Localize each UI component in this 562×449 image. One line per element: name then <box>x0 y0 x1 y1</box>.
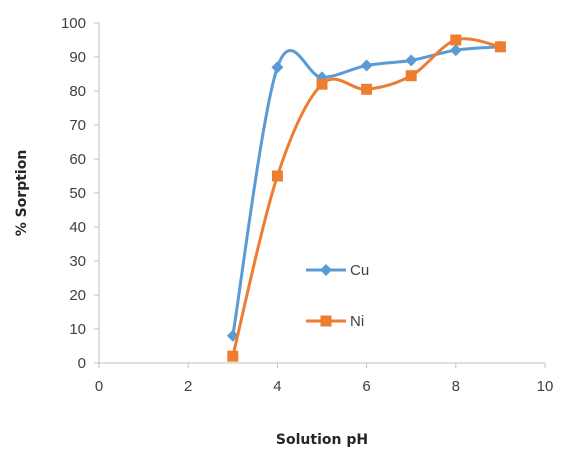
y-tick-label: 60 <box>69 151 86 168</box>
x-tick-label: 6 <box>362 378 370 395</box>
y-tick-label: 10 <box>69 321 86 338</box>
legend: Cu Ni <box>306 262 369 330</box>
y-tick-label: 100 <box>61 15 86 32</box>
series-cu-point <box>360 59 373 72</box>
y-tick-labels: 0 10 20 30 40 50 60 70 80 90 100 <box>61 15 99 372</box>
y-tick-label: 50 <box>69 185 86 202</box>
x-tick-label: 8 <box>452 378 460 395</box>
series-ni-point <box>316 78 328 90</box>
legend-ni-marker <box>320 315 332 327</box>
series-ni-point <box>405 70 417 82</box>
y-tick-label: 20 <box>69 287 86 304</box>
x-tick-label: 10 <box>537 378 554 395</box>
legend-item-ni: Ni <box>306 313 364 330</box>
series-cu-point <box>271 61 284 74</box>
x-axis: 0 2 4 6 8 10 <box>95 362 554 395</box>
x-tick-label: 4 <box>273 378 281 395</box>
y-tick-label: 40 <box>69 219 86 236</box>
legend-item-cu: Cu <box>306 262 369 279</box>
series-cu-point <box>405 54 418 67</box>
plot-area <box>226 34 507 362</box>
x-axis-title: Solution pH <box>276 432 368 448</box>
series-ni-point <box>361 83 373 95</box>
series-ni-point <box>450 34 462 46</box>
series-ni-point <box>271 170 283 182</box>
legend-cu-label: Cu <box>350 262 369 279</box>
y-tick-label: 30 <box>69 253 86 270</box>
series-ni-point <box>494 41 506 53</box>
x-tick-labels: 0 2 4 6 8 10 <box>95 363 554 395</box>
legend-cu-marker <box>320 264 332 276</box>
y-tick-label: 0 <box>78 355 86 372</box>
y-tick-label: 90 <box>69 49 86 66</box>
y-tick-label: 70 <box>69 117 86 134</box>
x-tick-label: 0 <box>95 378 103 395</box>
y-axis: 0 10 20 30 40 50 60 70 80 90 100 <box>61 15 100 372</box>
legend-ni-label: Ni <box>350 313 364 330</box>
series-ni-point <box>227 350 239 362</box>
y-tick-label: 80 <box>69 83 86 100</box>
series-cu-point <box>449 44 462 57</box>
series-ni <box>227 34 506 362</box>
x-tick-label: 2 <box>184 378 192 395</box>
series-cu-line <box>231 45 501 337</box>
y-axis-title: % Sorption <box>14 150 30 237</box>
